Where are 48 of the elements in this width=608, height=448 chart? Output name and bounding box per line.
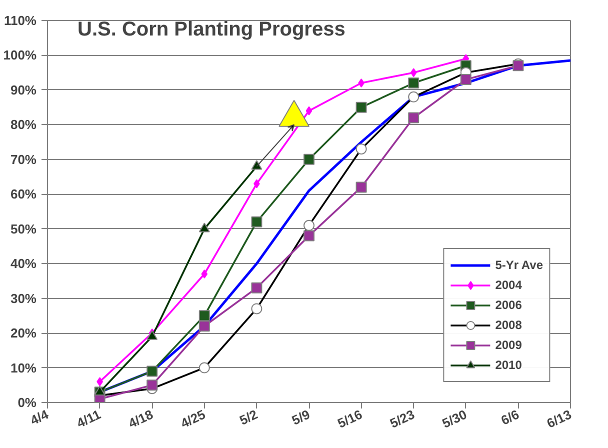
point xyxy=(356,102,367,113)
x-tick-label: 5/30 xyxy=(440,406,470,431)
point xyxy=(198,320,210,332)
y-tick-label: 40% xyxy=(10,256,37,272)
point xyxy=(198,310,210,322)
chart-title: U.S. Corn Planting Progress xyxy=(78,18,346,40)
point xyxy=(251,160,262,170)
legend-label: 2008 xyxy=(495,318,522,332)
legend-label: 2009 xyxy=(495,338,522,352)
point xyxy=(146,330,158,340)
point xyxy=(146,380,158,391)
y-tick-label: 90% xyxy=(10,82,37,98)
point xyxy=(94,386,106,396)
point xyxy=(304,230,314,242)
point xyxy=(198,222,210,232)
y-tick-label: 10% xyxy=(10,360,37,376)
legend-label: 5-Yr Ave xyxy=(495,258,543,272)
point xyxy=(304,154,314,165)
point xyxy=(251,282,262,294)
x-tick-label: 4/25 xyxy=(178,406,208,431)
point xyxy=(460,74,472,86)
x-tick-label: 6/6 xyxy=(498,406,522,428)
y-tick-label: 100% xyxy=(3,48,37,63)
y-tick-label: 50% xyxy=(10,221,37,236)
y-tick-label: 70% xyxy=(10,152,37,167)
y-tick-label: 110% xyxy=(4,13,37,28)
x-tick-label: 4/18 xyxy=(126,406,156,431)
point xyxy=(251,216,262,228)
x-tick-label: 5/23 xyxy=(388,406,417,431)
x-tick-label: 5/2 xyxy=(237,406,260,428)
x-tick-label: 5/9 xyxy=(289,406,312,428)
y-tick-label: 60% xyxy=(10,186,37,202)
point xyxy=(201,270,208,279)
y-tick-label: 20% xyxy=(10,326,37,341)
x-tick-label: 4/11 xyxy=(74,406,103,431)
legend-label: 2010 xyxy=(495,358,522,372)
point xyxy=(306,106,312,116)
y-tick-label: 80% xyxy=(10,117,37,132)
point xyxy=(410,68,417,78)
point xyxy=(356,182,367,193)
x-tick-label: 6/13 xyxy=(544,406,574,431)
point xyxy=(408,112,420,124)
point xyxy=(408,78,420,89)
legend-label: 2004 xyxy=(495,278,522,292)
legend-label: 2006 xyxy=(495,298,522,312)
x-tick-label: 5/16 xyxy=(335,406,364,431)
point xyxy=(146,366,158,377)
y-tick-label: 30% xyxy=(10,290,37,306)
